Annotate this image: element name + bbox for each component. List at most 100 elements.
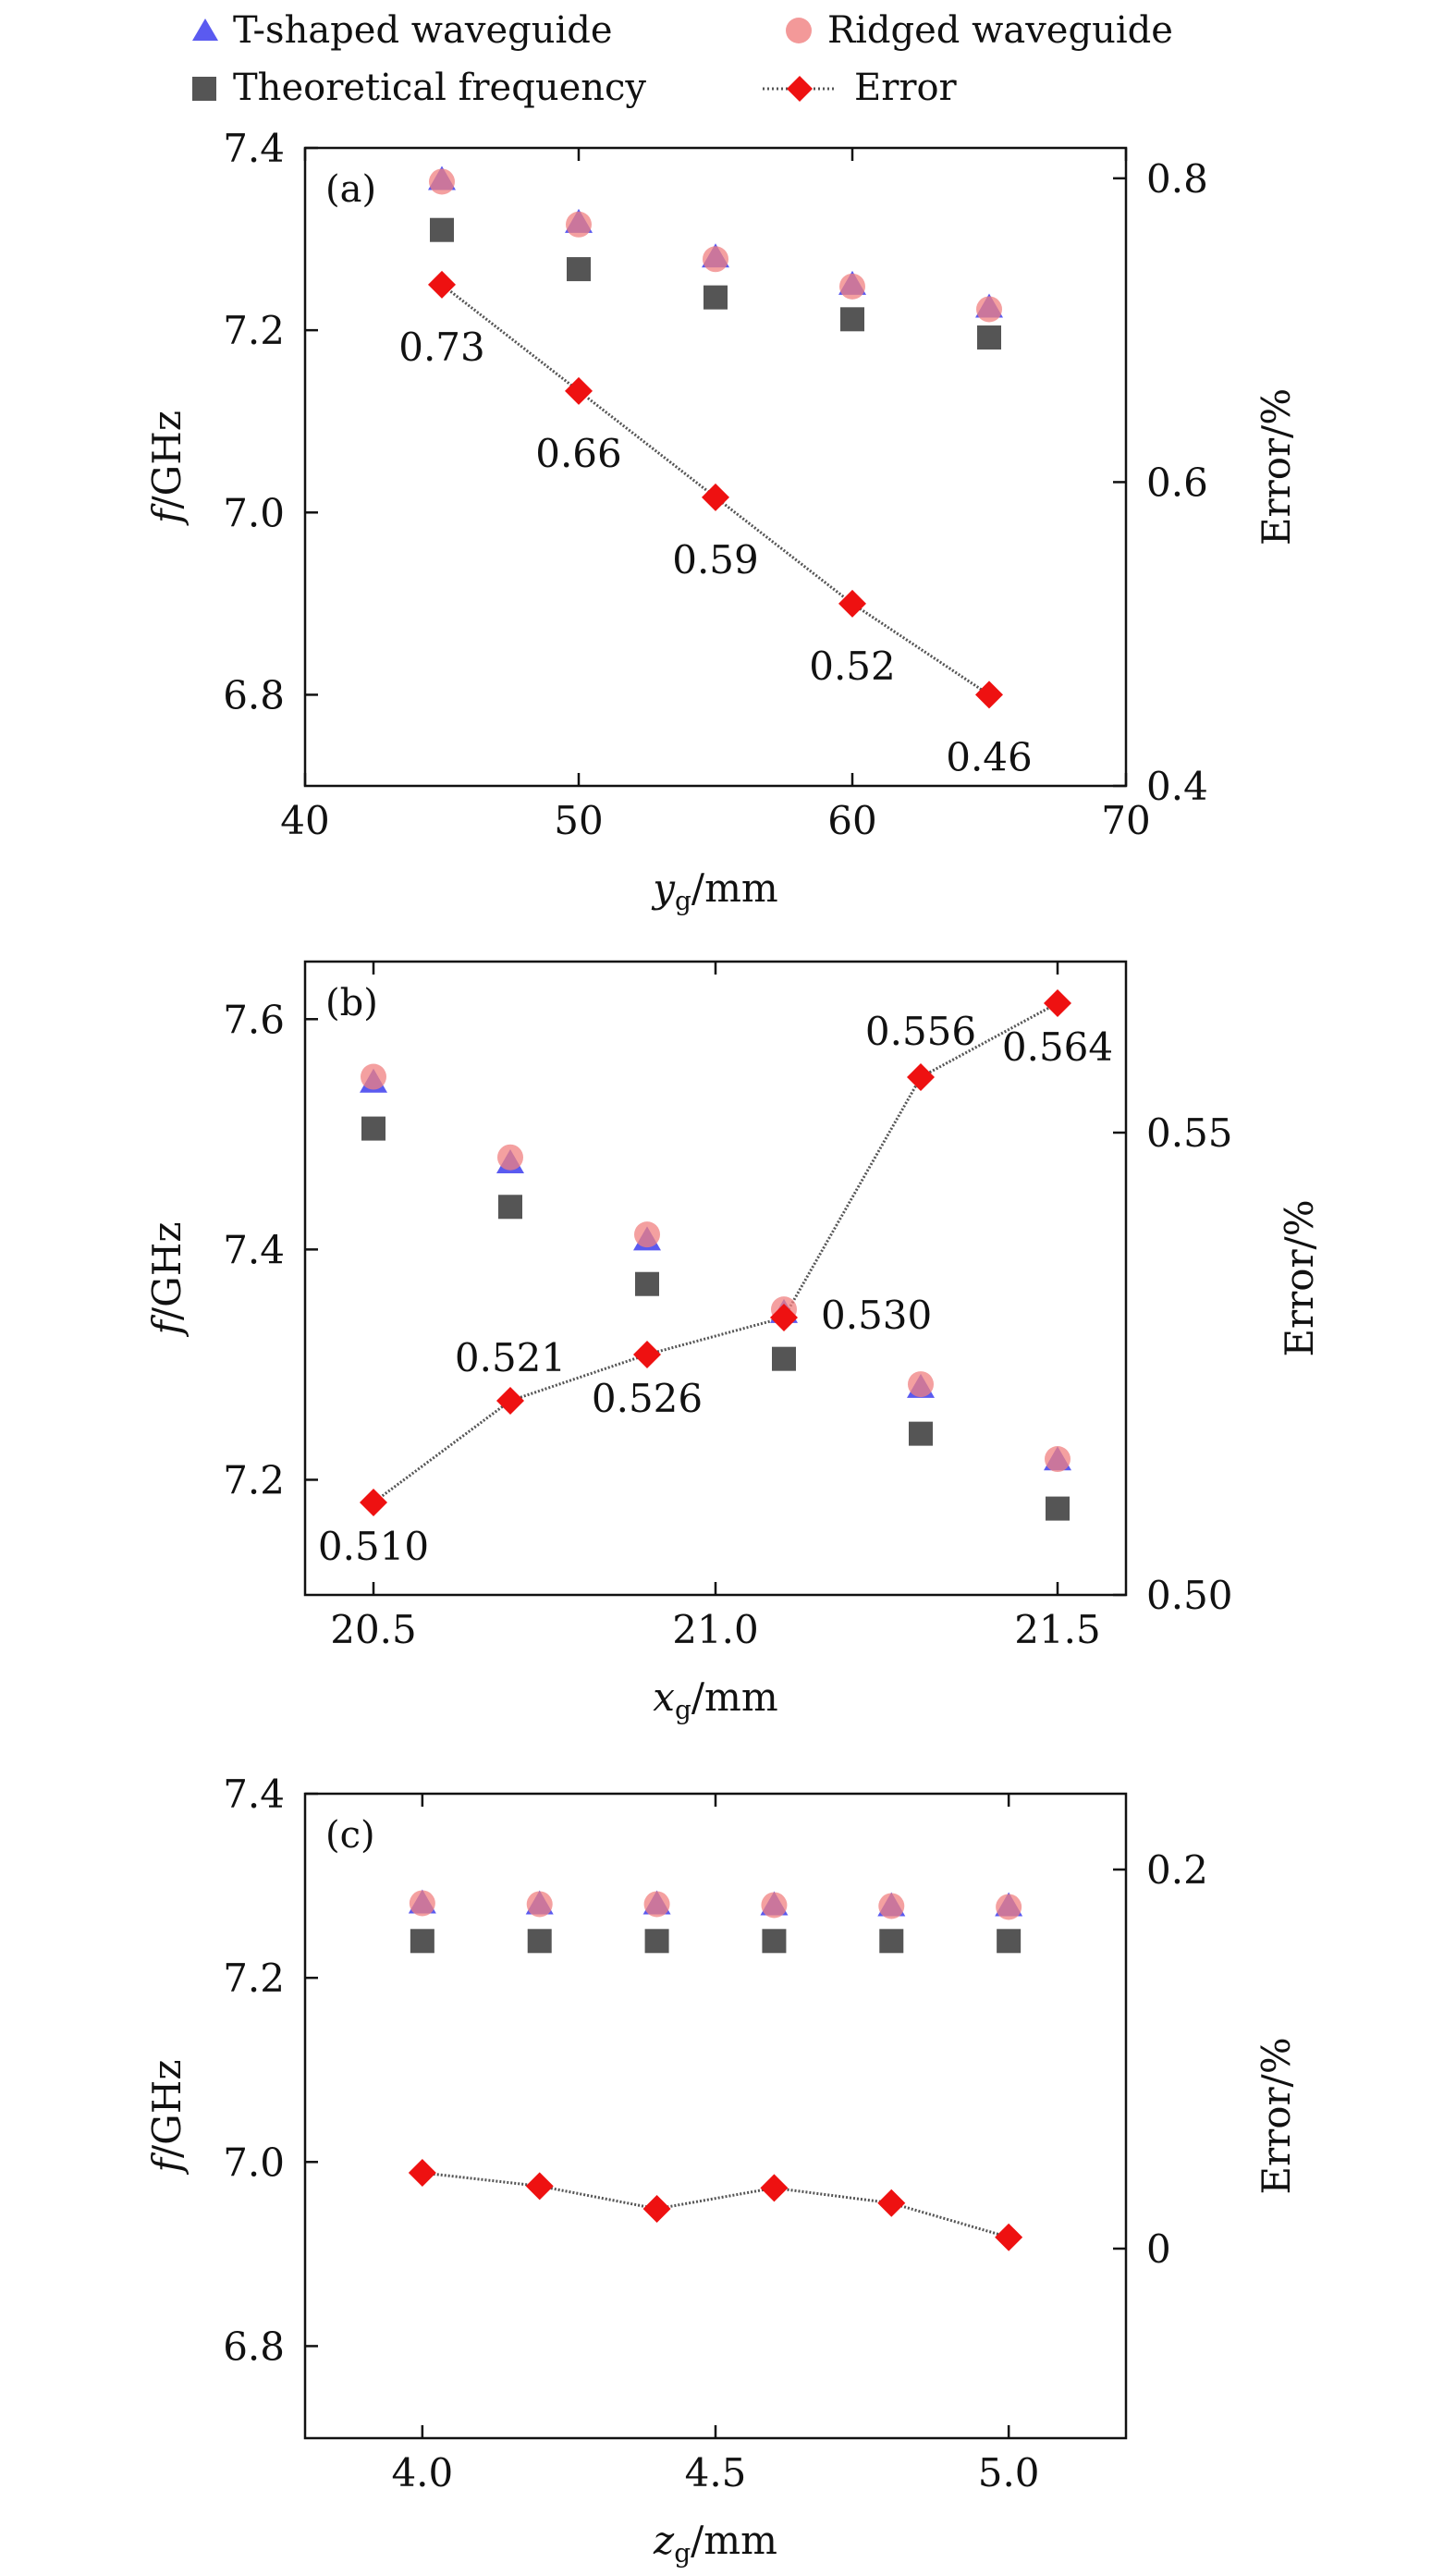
y2-tick-label: 0.2 xyxy=(1146,1847,1208,1893)
y2-tick-label: 0.55 xyxy=(1146,1110,1233,1156)
x-axis-label: zg/mm xyxy=(653,2518,777,2569)
error-data-label: 0.59 xyxy=(672,537,759,582)
legend-item-t-shaped: T-shaped waveguide xyxy=(192,9,613,52)
x-tick-label: 40 xyxy=(280,798,329,843)
y-tick-label: 7.0 xyxy=(223,490,285,535)
ridged-point xyxy=(643,1891,670,1918)
error-point xyxy=(633,1341,661,1368)
x-tick-label: 70 xyxy=(1101,798,1150,843)
error-point xyxy=(1044,989,1071,1017)
theoretical-point xyxy=(909,1421,933,1446)
ridged-point xyxy=(761,1892,788,1919)
y2-tick-label: 0 xyxy=(1146,2226,1171,2272)
error-point xyxy=(565,376,593,405)
theoretical-point xyxy=(635,1271,659,1296)
ridged-point xyxy=(1045,1446,1071,1473)
x-tick-label: 4.0 xyxy=(391,2450,453,2495)
legend-circle-marker xyxy=(786,18,812,43)
ridged-point xyxy=(526,1891,553,1918)
error-data-label: 0.66 xyxy=(535,431,622,476)
x-tick-label: 5.0 xyxy=(978,2450,1040,2495)
y-tick-label: 6.8 xyxy=(223,672,285,717)
x-tick-label: 21.0 xyxy=(672,1607,759,1652)
y-tick-label: 7.6 xyxy=(223,997,285,1042)
y-axis-label: f/GHz xyxy=(144,411,190,526)
y2-axis-label: Error/% xyxy=(1254,388,1299,546)
panel-c: 4.0 4.5 5.0 6.8 7.0 7.2 7.4 0 0.2 (c) zg/mm f/GHz Er… xyxy=(144,1772,1299,2569)
theoretical-point xyxy=(644,1929,669,1954)
error-data-label: 0.530 xyxy=(821,1293,932,1338)
y-axis-label: f/GHz xyxy=(144,1221,190,1337)
theoretical-point xyxy=(840,307,864,332)
y-axis-label: f/GHz xyxy=(144,2059,190,2175)
ridged-point xyxy=(634,1221,660,1248)
y-tick-label: 7.0 xyxy=(223,2140,285,2185)
error-point xyxy=(525,2172,554,2201)
legend-label-error: Error xyxy=(854,67,958,109)
error-point xyxy=(770,1304,798,1331)
theoretical-point xyxy=(567,257,591,282)
theoretical-point xyxy=(879,1929,904,1954)
y2-tick-label: 0.8 xyxy=(1146,156,1208,202)
ridged-point xyxy=(703,246,728,273)
error-data-label: 0.73 xyxy=(398,325,485,370)
theoretical-point xyxy=(997,1929,1022,1954)
error-data-label: 0.52 xyxy=(809,644,896,689)
y2-tick-label: 0.4 xyxy=(1146,764,1208,809)
ridged-point xyxy=(878,1893,905,1919)
error-data-label: 0.556 xyxy=(865,1009,976,1054)
panel-a: 40 50 60 70 6.8 7.0 7.2 7.4 0.4 0.6 0.8 (a) yg/mm f/G… xyxy=(144,126,1299,916)
error-point xyxy=(360,1489,387,1516)
legend-item-ridged: Ridged waveguide xyxy=(786,9,1173,52)
ridged-point xyxy=(429,168,455,195)
y2-tick-label: 0.50 xyxy=(1146,1573,1233,1618)
x-tick-label: 20.5 xyxy=(330,1607,417,1652)
error-point xyxy=(702,483,729,511)
error-data-label: 0.510 xyxy=(318,1524,429,1569)
theoretical-point xyxy=(1046,1496,1070,1521)
y2-tick-label: 0.6 xyxy=(1146,460,1208,505)
error-data-label: 0.564 xyxy=(1002,1024,1113,1070)
legend: T-shaped waveguide Ridged waveguide Theo… xyxy=(192,9,1173,109)
legend-label-t-shaped: T-shaped waveguide xyxy=(233,9,613,52)
x-tick-label: 4.5 xyxy=(685,2450,747,2495)
error-series-line xyxy=(422,2171,1009,2239)
legend-item-error: Error xyxy=(763,67,958,109)
theoretical-point xyxy=(762,1929,787,1954)
plot-frame xyxy=(303,146,1128,788)
legend-label-ridged: Ridged waveguide xyxy=(827,9,1173,52)
plot-frame xyxy=(303,1792,1128,2440)
x-axis-label: xg/mm xyxy=(653,1674,777,1725)
error-data-label: 0.521 xyxy=(455,1335,566,1380)
error-point xyxy=(496,1387,524,1415)
x-axis-label: yg/mm xyxy=(651,865,777,916)
legend-square-marker xyxy=(192,77,216,101)
panel-label: (b) xyxy=(325,982,378,1024)
theoretical-point xyxy=(361,1116,385,1141)
y-tick-label: 7.4 xyxy=(223,1227,285,1272)
ridged-point xyxy=(566,211,592,238)
y-tick-label: 7.2 xyxy=(223,308,285,353)
ridged-point xyxy=(996,1894,1022,1920)
legend-label-theoretical: Theoretical frequency xyxy=(233,67,646,109)
error-data-label: 0.526 xyxy=(592,1376,703,1421)
error-point xyxy=(428,270,456,299)
error-series-line xyxy=(373,1001,1058,1504)
x-tick-label: 60 xyxy=(827,798,876,843)
theoretical-point xyxy=(410,1929,434,1954)
y-tick-label: 7.2 xyxy=(223,1457,285,1502)
y-tick-label: 6.8 xyxy=(223,2324,285,2369)
y-tick-label: 7.4 xyxy=(223,1772,285,1817)
panel-b: 20.5 21.0 21.5 7.2 7.4 7.6 0.50 0.55 (b) xg/mm f/G… xyxy=(144,960,1322,1725)
legend-triangle-marker xyxy=(192,18,218,41)
ridged-point xyxy=(361,1063,386,1090)
error-point xyxy=(760,2174,789,2202)
error-point xyxy=(408,2159,436,2187)
ridged-point xyxy=(908,1371,934,1398)
error-point xyxy=(995,2223,1023,2251)
x-tick-label: 21.5 xyxy=(1014,1607,1101,1652)
theoretical-point xyxy=(430,217,454,242)
theoretical-point xyxy=(977,325,1001,350)
error-point xyxy=(975,681,1003,709)
